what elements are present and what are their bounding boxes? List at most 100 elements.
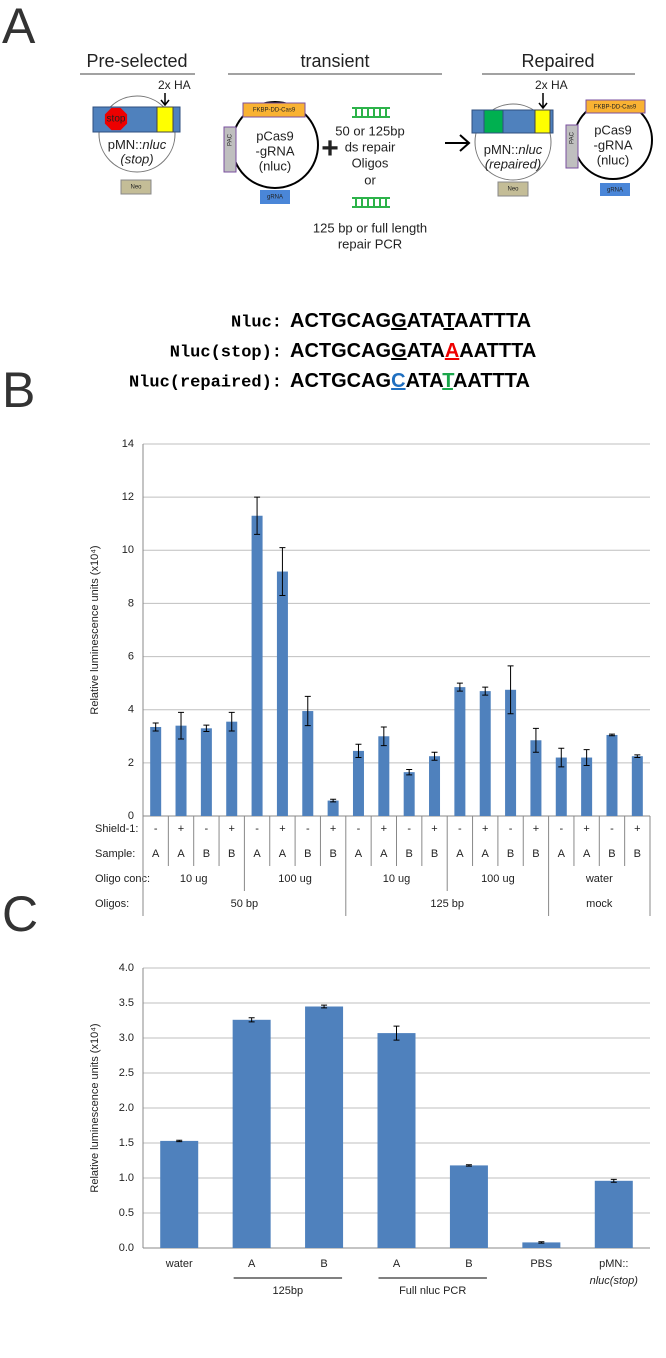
stop-label: stop bbox=[107, 114, 126, 125]
error-bar bbox=[583, 749, 590, 767]
row-label: Sample: bbox=[95, 848, 135, 860]
oligo-icon bbox=[352, 197, 390, 208]
y-tick-label: 1.0 bbox=[119, 1172, 134, 1184]
category-label: A bbox=[558, 848, 566, 860]
bar bbox=[251, 515, 263, 816]
error-bar bbox=[406, 769, 413, 776]
category-label: A bbox=[177, 848, 185, 860]
error-bar bbox=[228, 711, 235, 732]
bar bbox=[175, 725, 187, 816]
category-label: + bbox=[533, 823, 539, 835]
panel-label: A bbox=[2, 0, 36, 54]
error-bar bbox=[321, 1004, 328, 1009]
category-label: - bbox=[306, 823, 310, 835]
repair-text: 50 or 125bp bbox=[335, 123, 404, 138]
category-label: B bbox=[634, 848, 641, 860]
y-tick-label: 1.5 bbox=[119, 1137, 134, 1149]
error-bar bbox=[304, 695, 311, 727]
category-label: - bbox=[357, 823, 361, 835]
error-bar bbox=[248, 1017, 255, 1023]
x-tick-label: PBS bbox=[530, 1258, 552, 1270]
guide-label: gRNA bbox=[267, 195, 283, 201]
error-bar bbox=[538, 1241, 545, 1244]
x-tick-label: A bbox=[393, 1258, 401, 1270]
plasmid-state: (repaired) bbox=[485, 156, 541, 171]
sequence: ACTGCAGGATATAATTTA bbox=[290, 310, 531, 332]
category-label: A bbox=[456, 848, 464, 860]
bar bbox=[327, 800, 339, 816]
plasmid-name: (nluc) bbox=[597, 152, 630, 167]
bar bbox=[454, 687, 466, 816]
category-label: A bbox=[482, 848, 490, 860]
bar bbox=[522, 1242, 561, 1248]
bar bbox=[352, 750, 364, 816]
x-tick-label: B bbox=[465, 1258, 472, 1270]
category-label: A bbox=[380, 848, 388, 860]
category-label: 100 ug bbox=[481, 873, 515, 885]
y-axis-label: Relative luminescence units (x10⁴) bbox=[89, 1023, 101, 1192]
error-bar bbox=[178, 711, 185, 740]
category-label: - bbox=[559, 823, 563, 835]
y-tick-label: 10 bbox=[122, 544, 134, 556]
y-tick-label: 0.0 bbox=[119, 1242, 134, 1254]
row-label: Oligos: bbox=[95, 898, 129, 910]
y-tick-label: 3.5 bbox=[119, 997, 134, 1009]
y-tick-label: 2.0 bbox=[119, 1102, 134, 1114]
plasmid-name: (nluc) bbox=[259, 158, 292, 173]
error-bar bbox=[532, 727, 539, 753]
category-label: + bbox=[583, 823, 589, 835]
bar bbox=[555, 757, 567, 816]
sequence: ACTGCAGGATAAAATTTA bbox=[290, 340, 536, 362]
header: Pre-selected bbox=[86, 51, 187, 71]
error-bar bbox=[608, 733, 615, 737]
category-label: B bbox=[431, 848, 438, 860]
category-label: 10 ug bbox=[383, 873, 411, 885]
category-label: water bbox=[585, 873, 613, 885]
plasmid-name: -gRNA bbox=[593, 137, 632, 152]
error-bar bbox=[465, 1164, 472, 1167]
y-tick-label: 2 bbox=[128, 757, 134, 769]
x-tick-label: A bbox=[248, 1258, 256, 1270]
arrow bbox=[538, 93, 548, 110]
category-label: B bbox=[608, 848, 615, 860]
selection bbox=[565, 124, 579, 169]
error-bar bbox=[507, 665, 514, 715]
bar bbox=[378, 736, 390, 816]
bar bbox=[403, 772, 415, 816]
oligo-icon bbox=[352, 107, 390, 118]
bar bbox=[377, 1033, 416, 1248]
bar bbox=[594, 1180, 633, 1248]
error-bar bbox=[610, 1178, 617, 1183]
category-label: 10 ug bbox=[180, 873, 208, 885]
category-label: A bbox=[279, 848, 287, 860]
repaired-site bbox=[483, 109, 504, 134]
category-label: + bbox=[431, 823, 437, 835]
error-bar bbox=[152, 722, 159, 732]
category-label: A bbox=[253, 848, 261, 860]
marker bbox=[120, 179, 152, 195]
bar bbox=[581, 757, 593, 816]
group-label: Full nluc PCR bbox=[399, 1285, 466, 1297]
category-label: + bbox=[279, 823, 285, 835]
plasmid-name: pCas9 bbox=[256, 128, 294, 143]
category-label: + bbox=[634, 823, 640, 835]
plasmid-name: pMN::nluc bbox=[484, 142, 543, 157]
error-bar bbox=[558, 747, 565, 768]
repair-text: repair PCR bbox=[338, 236, 402, 251]
y-tick-label: 0 bbox=[128, 810, 134, 822]
plasmid-name: -gRNA bbox=[255, 143, 294, 158]
category-label: - bbox=[509, 823, 513, 835]
category-label: B bbox=[304, 848, 311, 860]
y-axis-label: Relative luminescence units (x10⁴) bbox=[89, 545, 101, 714]
category-label: B bbox=[203, 848, 210, 860]
category-label: - bbox=[154, 823, 158, 835]
bar bbox=[631, 756, 643, 816]
y-tick-label: 4.0 bbox=[119, 962, 134, 974]
category-label: B bbox=[329, 848, 336, 860]
bar bbox=[479, 691, 491, 816]
category-label: A bbox=[152, 848, 160, 860]
repair-text: or bbox=[364, 172, 376, 187]
bar bbox=[606, 734, 618, 816]
y-tick-label: 8 bbox=[128, 597, 134, 609]
category-label: - bbox=[205, 823, 209, 835]
